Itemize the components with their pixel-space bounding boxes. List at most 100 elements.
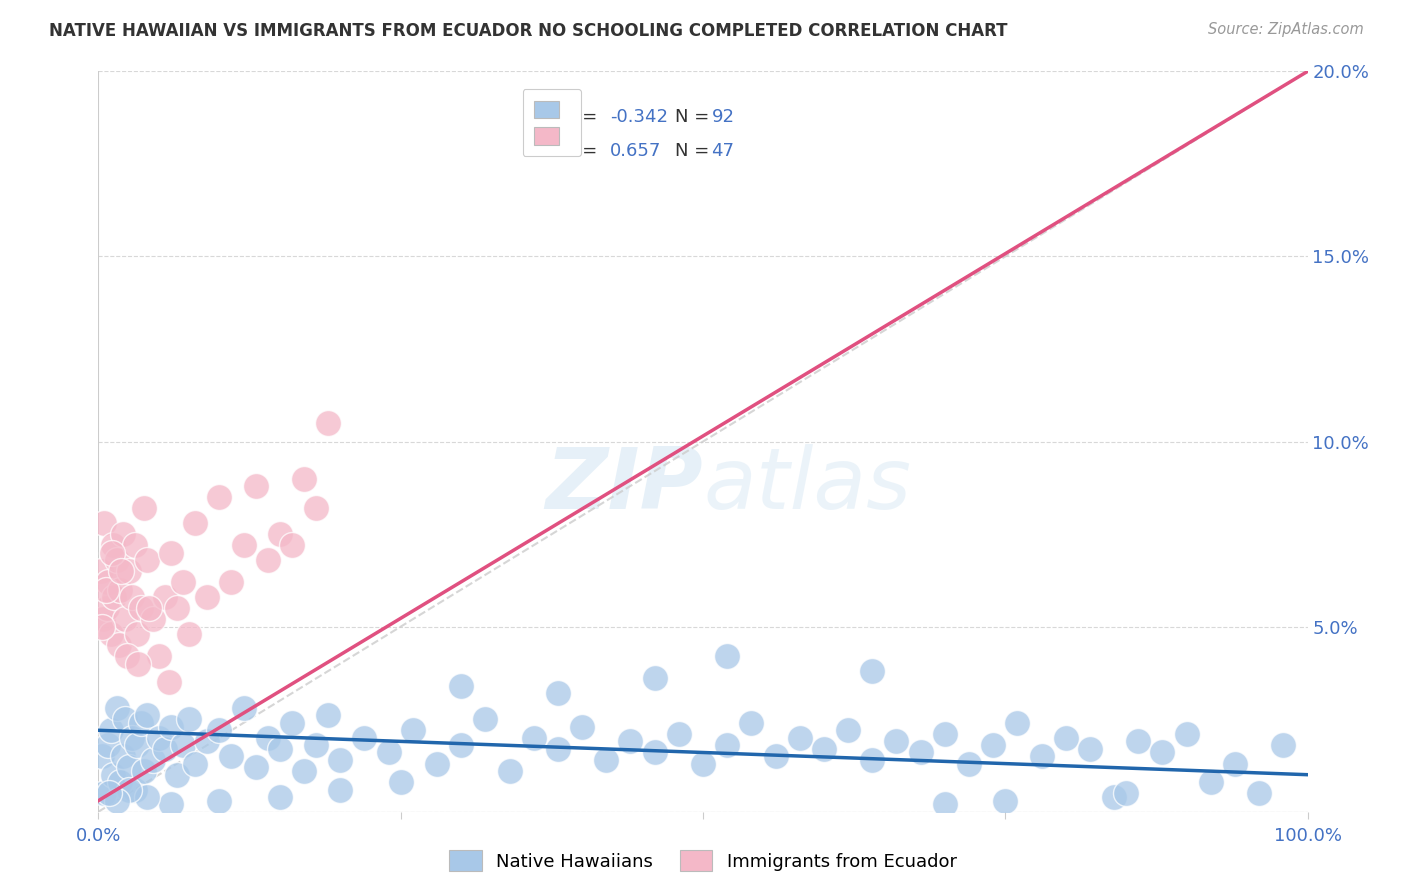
Point xyxy=(281,538,304,552)
Point xyxy=(474,712,496,726)
Point xyxy=(195,590,218,604)
Point xyxy=(108,775,131,789)
Point xyxy=(103,590,125,604)
Point xyxy=(96,601,118,615)
Point xyxy=(93,516,115,530)
Point xyxy=(91,612,114,626)
Point xyxy=(221,749,243,764)
Point xyxy=(114,612,136,626)
Point xyxy=(644,746,666,760)
Point xyxy=(269,789,291,804)
Point xyxy=(166,767,188,781)
Point xyxy=(127,738,149,752)
Point xyxy=(172,738,194,752)
Point xyxy=(101,767,124,781)
Point xyxy=(256,731,278,745)
Point xyxy=(353,731,375,745)
Point xyxy=(292,764,315,778)
Point xyxy=(114,712,136,726)
Point xyxy=(1199,775,1222,789)
Point xyxy=(957,756,980,771)
Point xyxy=(134,501,156,516)
Point xyxy=(981,738,1004,752)
Point xyxy=(118,760,141,774)
Text: N =: N = xyxy=(675,142,716,160)
Point xyxy=(292,471,315,485)
Point xyxy=(108,638,131,652)
Point xyxy=(157,675,180,690)
Point xyxy=(1128,734,1150,748)
Point xyxy=(221,575,243,590)
Point xyxy=(269,741,291,756)
Point xyxy=(281,715,304,730)
Text: R =: R = xyxy=(564,142,603,160)
Text: R =: R = xyxy=(564,108,603,127)
Point xyxy=(1152,746,1174,760)
Point xyxy=(127,657,149,671)
Point xyxy=(716,649,738,664)
Point xyxy=(184,756,207,771)
Point xyxy=(269,527,291,541)
Point xyxy=(232,538,254,552)
Point xyxy=(1115,786,1137,800)
Point xyxy=(94,582,117,597)
Point xyxy=(166,601,188,615)
Point xyxy=(172,575,194,590)
Point xyxy=(571,720,593,734)
Point xyxy=(184,516,207,530)
Point xyxy=(160,797,183,812)
Point xyxy=(135,553,157,567)
Point xyxy=(100,627,122,641)
Point xyxy=(101,538,124,552)
Text: -0.342: -0.342 xyxy=(610,108,668,127)
Point xyxy=(148,731,170,745)
Point xyxy=(138,601,160,615)
Point xyxy=(111,749,134,764)
Point xyxy=(860,753,883,767)
Point xyxy=(789,731,811,745)
Point xyxy=(121,731,143,745)
Point xyxy=(1007,715,1029,730)
Text: ZIP: ZIP xyxy=(546,444,703,527)
Point xyxy=(98,786,121,800)
Point xyxy=(740,715,762,730)
Point xyxy=(129,715,152,730)
Legend: , : , xyxy=(523,89,581,156)
Point xyxy=(105,701,128,715)
Point xyxy=(716,738,738,752)
Point xyxy=(195,734,218,748)
Point xyxy=(110,564,132,578)
Point xyxy=(389,775,412,789)
Text: NATIVE HAWAIIAN VS IMMIGRANTS FROM ECUADOR NO SCHOOLING COMPLETED CORRELATION CH: NATIVE HAWAIIAN VS IMMIGRANTS FROM ECUAD… xyxy=(49,22,1008,40)
Point xyxy=(160,546,183,560)
Point xyxy=(91,619,114,633)
Point xyxy=(105,794,128,808)
Point xyxy=(1249,786,1271,800)
Point xyxy=(179,627,201,641)
Point xyxy=(547,686,569,700)
Point xyxy=(245,760,267,774)
Point xyxy=(837,723,859,738)
Text: N =: N = xyxy=(675,108,716,127)
Point xyxy=(329,753,352,767)
Point xyxy=(105,553,128,567)
Point xyxy=(886,734,908,748)
Point xyxy=(97,738,120,752)
Point xyxy=(329,782,352,797)
Point xyxy=(1223,756,1246,771)
Point xyxy=(316,416,339,430)
Point xyxy=(160,720,183,734)
Point xyxy=(402,723,425,738)
Point xyxy=(208,794,231,808)
Point xyxy=(124,538,146,552)
Point xyxy=(108,582,131,597)
Point xyxy=(450,679,472,693)
Point xyxy=(547,741,569,756)
Legend: Native Hawaiians, Immigrants from Ecuador: Native Hawaiians, Immigrants from Ecuado… xyxy=(441,843,965,879)
Point xyxy=(377,746,399,760)
Point xyxy=(1078,741,1101,756)
Point xyxy=(208,723,231,738)
Point xyxy=(1272,738,1295,752)
Point xyxy=(595,753,617,767)
Point xyxy=(860,664,883,678)
